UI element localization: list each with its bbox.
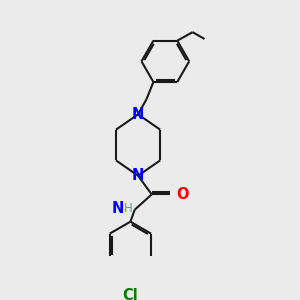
Text: N: N	[132, 107, 144, 122]
Text: N: N	[132, 168, 144, 183]
Text: N: N	[112, 201, 124, 216]
Text: O: O	[176, 187, 189, 202]
Text: H: H	[124, 202, 133, 215]
Text: Cl: Cl	[122, 288, 138, 300]
